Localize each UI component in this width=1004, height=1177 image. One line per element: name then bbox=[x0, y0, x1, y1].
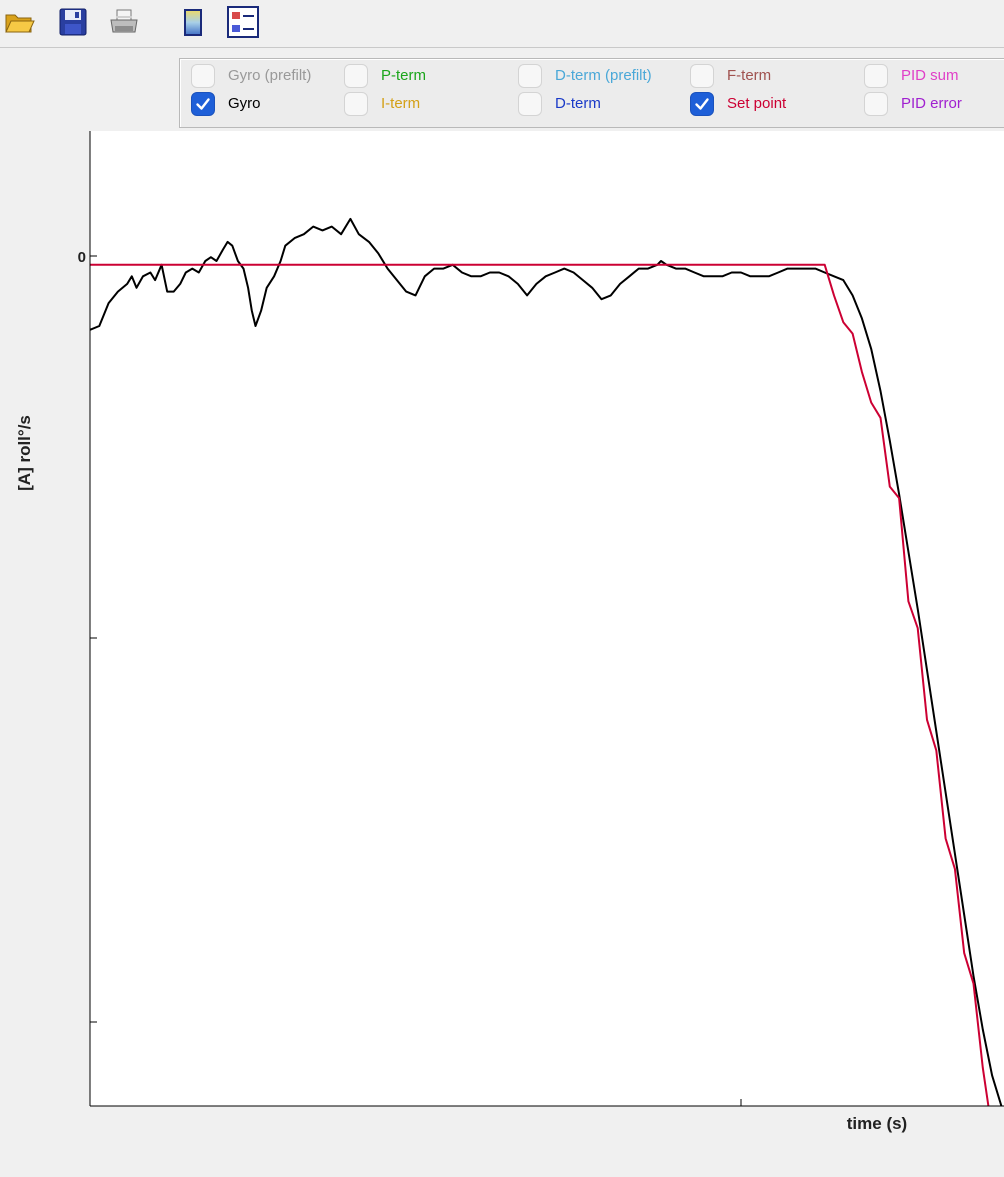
chart-svg: 0 time (s) [A] roll°/s bbox=[15, 131, 1004, 1133]
checkmark-icon bbox=[695, 98, 709, 110]
colorbar-icon[interactable] bbox=[176, 4, 210, 40]
checkbox[interactable] bbox=[518, 64, 542, 88]
checkbox[interactable] bbox=[518, 92, 542, 116]
toolbar bbox=[0, 0, 1004, 48]
series-line-set-point bbox=[90, 263, 990, 1106]
checkbox[interactable] bbox=[864, 92, 888, 116]
checkbox[interactable] bbox=[191, 92, 215, 116]
checkmark-icon bbox=[196, 98, 210, 110]
checkbox[interactable] bbox=[344, 64, 368, 88]
legend-label: PID error bbox=[901, 95, 962, 112]
legend-label: F-term bbox=[727, 67, 772, 84]
y-axis-label: [A] roll°/s bbox=[15, 415, 34, 491]
legend-label: PID sum bbox=[901, 67, 959, 84]
legend-label: I-term bbox=[381, 95, 421, 112]
checkbox[interactable] bbox=[344, 92, 368, 116]
legend-label: D-term bbox=[555, 95, 601, 112]
plot-background bbox=[90, 131, 1004, 1106]
checkbox[interactable] bbox=[864, 64, 888, 88]
legend-label: Set point bbox=[727, 95, 787, 112]
legend-label: D-term (prefilt) bbox=[555, 67, 652, 84]
x-axis-label: time (s) bbox=[847, 1114, 907, 1133]
legend-icon[interactable] bbox=[226, 4, 260, 40]
legend-panel: Gyro (prefilt) Gyro P-term I-term D-term… bbox=[179, 58, 1004, 128]
legend-label: P-term bbox=[381, 67, 426, 84]
open-folder-icon[interactable] bbox=[2, 4, 36, 40]
legend-label: Gyro (prefilt) bbox=[228, 67, 312, 84]
y-tick-label: 0 bbox=[78, 249, 86, 266]
series-line-gyro bbox=[90, 217, 1003, 1106]
checkbox[interactable] bbox=[690, 92, 714, 116]
save-floppy-icon[interactable] bbox=[56, 4, 90, 40]
legend-label: Gyro bbox=[228, 95, 261, 112]
print-icon[interactable] bbox=[107, 4, 141, 40]
checkbox[interactable] bbox=[191, 64, 215, 88]
chart-area: 0 time (s) [A] roll°/s bbox=[0, 128, 1004, 1172]
checkbox[interactable] bbox=[690, 64, 714, 88]
